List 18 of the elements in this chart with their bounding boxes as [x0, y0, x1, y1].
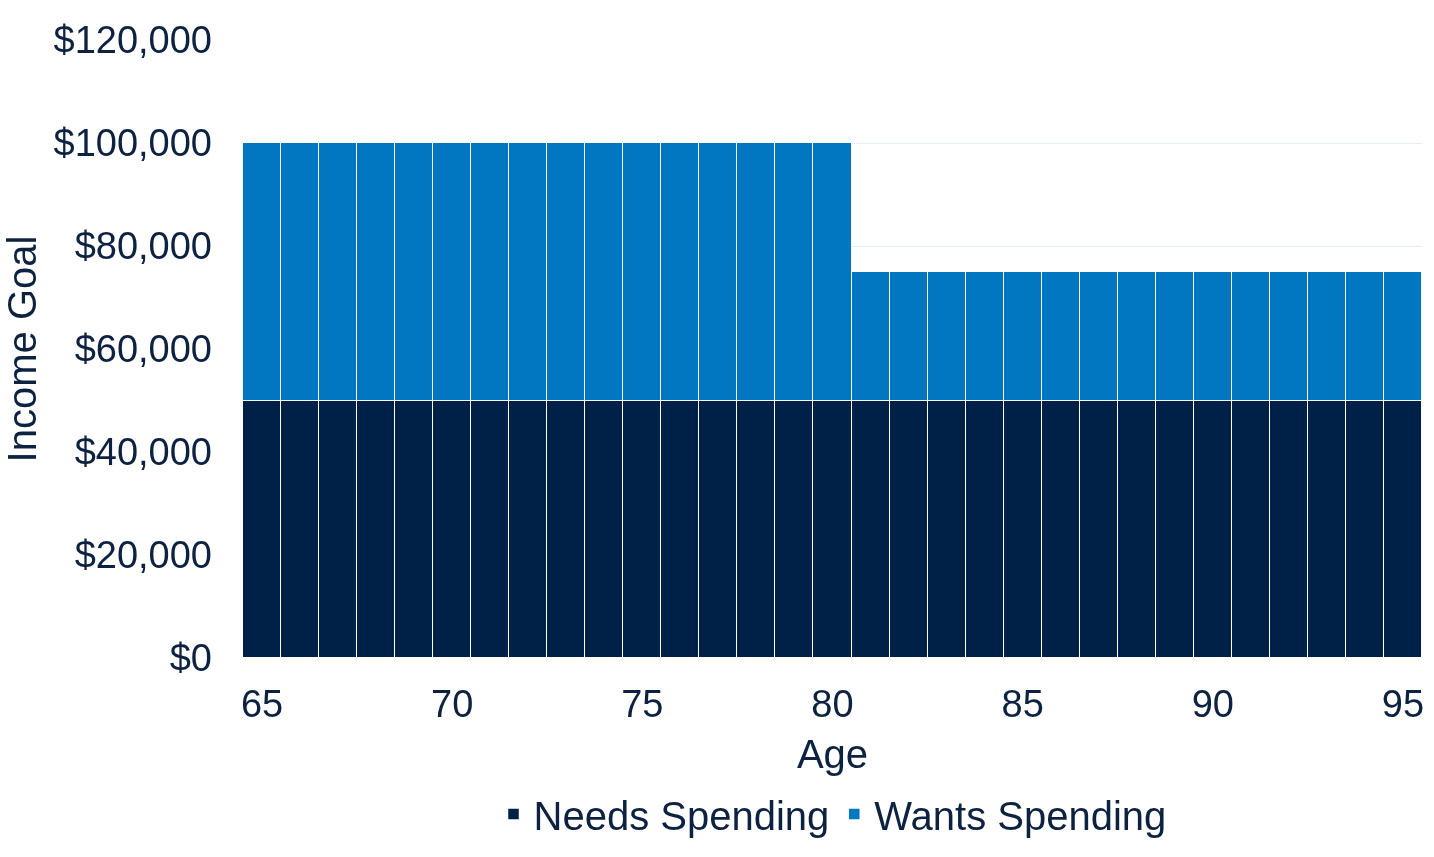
x-tick-label: 70 — [431, 683, 474, 725]
y-tick-label: $0 — [169, 637, 212, 680]
y-axis-title: Income Goal — [0, 235, 44, 463]
y-tick-label: $20,000 — [74, 534, 212, 577]
x-axis-title: Age — [796, 731, 869, 776]
x-tick-label: 65 — [240, 683, 284, 725]
y-tick-label: $40,000 — [74, 431, 212, 474]
legend-label: Needs Spending — [533, 793, 830, 838]
x-tick-label: 80 — [811, 683, 854, 725]
y-tick-label: $60,000 — [74, 328, 212, 371]
y-tick-label: $120,000 — [53, 19, 212, 62]
y-tick-label: $100,000 — [53, 122, 212, 165]
legend-label: Wants Spending — [874, 793, 1167, 838]
x-tick-label: 90 — [1191, 683, 1234, 725]
y-tick-label: $80,000 — [74, 225, 212, 268]
x-tick-label: 85 — [1001, 683, 1044, 725]
x-tick-label: 75 — [621, 683, 664, 725]
x-tick-label: 95 — [1381, 683, 1425, 725]
